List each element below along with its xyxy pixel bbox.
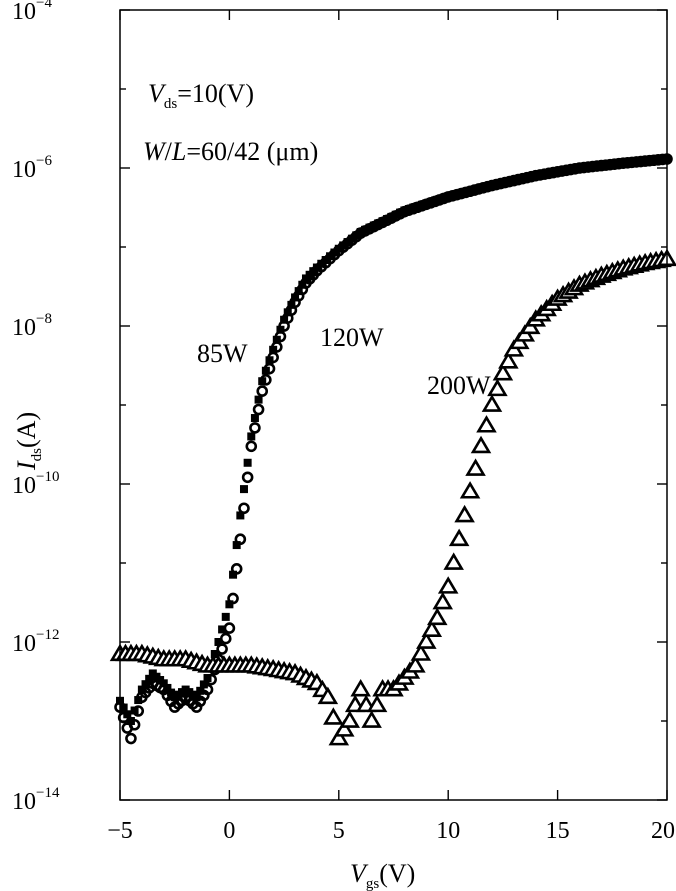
marker-200w-69	[487, 378, 508, 397]
marker-120w-41	[265, 356, 274, 365]
y-tick-label-2: 10−10	[12, 469, 59, 499]
marker-200w-70	[492, 362, 514, 381]
marker-85w-38	[252, 403, 265, 416]
marker-200w-58	[426, 607, 448, 626]
marker-200w-65	[465, 458, 486, 476]
series-label-85w: 85W	[197, 339, 248, 368]
y-tick-label-1: 10−12	[12, 627, 59, 657]
marker-85w-35	[241, 471, 254, 484]
series-85w-markers	[114, 153, 673, 745]
marker-120w-33	[236, 511, 245, 520]
x-tick-label-1: 0	[223, 818, 235, 844]
marker-200w-54	[405, 655, 426, 673]
marker-120w-43	[272, 335, 281, 344]
marker-200w-55	[410, 643, 432, 661]
marker-120w-39	[258, 377, 267, 386]
y-tick-label-3: 10−8	[12, 311, 52, 341]
marker-120w-35	[243, 458, 252, 467]
x-tick-labels: −5 0 5 10 15 20	[107, 818, 675, 844]
y-tick-labels: 10−14 10−12 10−10 10−8 10−6 10−4	[12, 0, 60, 815]
annotation-wl: W/L=60/42 (μm)	[143, 137, 318, 166]
marker-120w-45	[280, 315, 289, 324]
marker-120w-1	[119, 703, 128, 712]
marker-120w-4	[130, 706, 139, 715]
x-tick-label-0: −5	[107, 818, 133, 844]
marker-200w-64	[459, 481, 481, 499]
marker-120w-32	[232, 541, 241, 550]
y-tick-label-5: 10−4	[12, 0, 52, 25]
series-label-120w: 120W	[320, 323, 384, 352]
marker-200w-57	[421, 619, 443, 638]
marker-200w-47	[366, 694, 388, 713]
marker-120w-36	[247, 432, 256, 441]
marker-120w-46	[283, 308, 292, 317]
marker-85w-37	[249, 422, 261, 434]
marker-120w-27	[214, 638, 223, 646]
marker-200w-44	[350, 678, 371, 697]
series-120w-markers	[116, 154, 671, 725]
marker-120w-37	[250, 414, 259, 423]
marker-120w-42	[269, 345, 278, 354]
marker-120w-47	[287, 300, 296, 309]
marker-200w-40	[328, 727, 350, 746]
y-tick-label-4: 10−6	[12, 153, 52, 183]
x-axis-title: Vgs(V)	[350, 859, 415, 891]
marker-200w-60	[437, 576, 459, 594]
marker-85w-29	[219, 632, 232, 645]
marker-200w-68	[481, 394, 503, 412]
marker-120w-30	[225, 600, 234, 609]
marker-200w-63	[454, 504, 475, 523]
x-tick-label-3: 10	[436, 818, 460, 844]
marker-200w-71	[498, 351, 519, 369]
marker-120w-26	[210, 650, 219, 659]
marker-200w-39	[323, 707, 344, 725]
marker-120w-5	[134, 696, 143, 705]
marker-200w-61	[443, 552, 464, 570]
marker-200w-42	[339, 710, 361, 728]
marker-200w-62	[448, 528, 470, 547]
marker-120w-28	[218, 625, 227, 634]
marker-120w-29	[221, 612, 230, 621]
marker-120w-2	[123, 710, 132, 719]
annotation-vds: Vds=10(V)	[148, 79, 254, 112]
marker-120w-24	[203, 674, 212, 683]
x-tick-label-4: 15	[546, 818, 570, 844]
marker-120w-31	[229, 570, 238, 579]
marker-85w-34	[238, 502, 250, 515]
marker-120w-3	[126, 717, 135, 725]
marker-200w-59	[432, 591, 454, 610]
y-axis-title: Ids(A)	[12, 412, 45, 471]
marker-200w-56	[416, 631, 437, 649]
y-tick-label-0: 10−14	[12, 785, 60, 815]
marker-85w-30	[223, 622, 236, 634]
axis-ticks	[119, 9, 668, 801]
marker-120w-34	[239, 485, 248, 494]
series-200w-markers	[109, 248, 676, 746]
series-label-200w: 200W	[427, 371, 491, 400]
marker-120w-44	[276, 325, 285, 334]
x-tick-label-5: 20	[651, 818, 675, 844]
marker-85w-39	[256, 385, 269, 397]
marker-200w-41	[333, 719, 355, 737]
marker-200w-66	[470, 435, 492, 454]
marker-120w-38	[254, 395, 263, 404]
x-tick-label-2: 5	[333, 818, 345, 844]
marker-200w-67	[476, 415, 497, 433]
marker-85w-36	[245, 440, 258, 453]
marker-120w-40	[261, 366, 270, 375]
marker-85w-3	[125, 732, 137, 745]
marker-200w-46	[361, 710, 382, 728]
marker-200w-38	[317, 686, 339, 705]
